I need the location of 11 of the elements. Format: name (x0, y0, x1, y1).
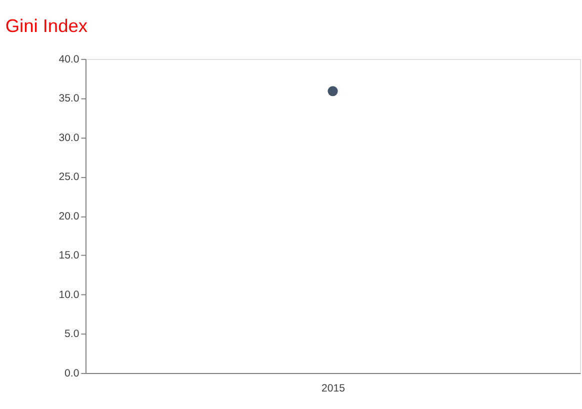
x-tick-label: 2015 (322, 382, 346, 395)
y-tick-label: 25.0 (58, 171, 80, 184)
y-tick-label: 30.0 (58, 132, 80, 144)
y-tick-label: 10.0 (58, 288, 80, 301)
y-tick-label: 35.0 (58, 92, 80, 105)
y-tick-label: 15.0 (58, 250, 80, 262)
y-tick-label: 20.0 (58, 210, 80, 222)
y-tick-label: 0.0 (64, 367, 80, 380)
y-tick-label: 40.0 (58, 53, 80, 66)
chart-title: Gini Index (5, 15, 88, 36)
y-tick-label: 5.0 (64, 328, 80, 340)
